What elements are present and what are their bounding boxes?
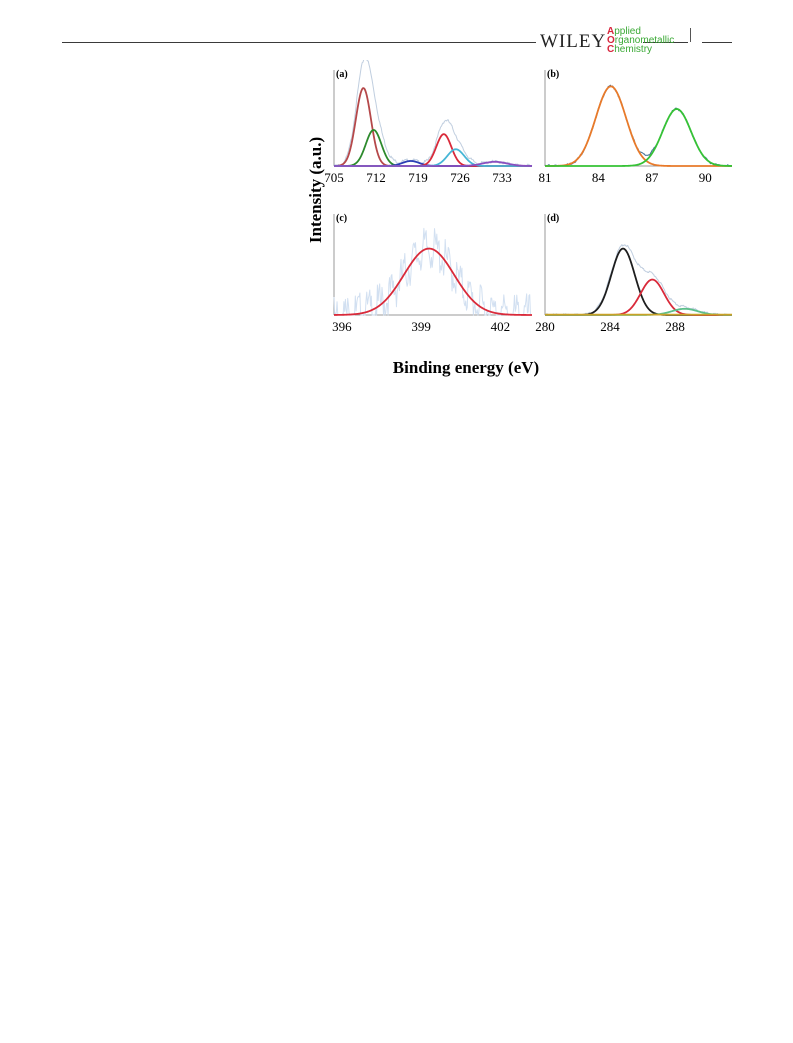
journal-line-1: Applied xyxy=(607,26,674,37)
panel-c-tick-402: 402 xyxy=(491,319,511,334)
journal-line-2-rest: rganometallic xyxy=(614,35,675,46)
panel-a-label: (a) xyxy=(336,69,348,80)
panel-d-tick-288: 288 xyxy=(665,319,685,334)
panel-a-fit-series-6 xyxy=(333,160,533,167)
panel-b-fit-series-1 xyxy=(544,85,733,167)
panel-a-tick-726: 726 xyxy=(450,170,470,185)
journal-line-3-initial: C xyxy=(607,44,615,55)
panel-c: (c) 396 399 402 xyxy=(332,213,533,334)
x-axis-label: Binding energy (eV) xyxy=(393,358,539,377)
journal-line-1-initial: A xyxy=(607,26,615,37)
panel-b-tick-90: 90 xyxy=(699,170,712,185)
panel-a: (a) 705 712 719 726 733 xyxy=(324,60,533,185)
xps-figure: Intensity (a.u.) Binding energy (eV) (a)… xyxy=(306,60,733,377)
panel-a-tick-712: 712 xyxy=(366,170,386,185)
page-number-tick xyxy=(690,28,691,42)
panel-d-tick-280: 280 xyxy=(535,319,555,334)
panel-a-tick-733: 733 xyxy=(492,170,512,185)
panel-d-label: (d) xyxy=(547,213,559,224)
journal-line-3-rest: hemistry xyxy=(614,44,653,55)
journal-logo: Applied Organometallic Chemistry xyxy=(607,26,675,55)
header-rule-mid xyxy=(643,42,688,43)
panel-b-tick-81: 81 xyxy=(539,170,552,185)
panel-a-tick-719: 719 xyxy=(408,170,428,185)
panel-b: (b) 81 84 87 90 xyxy=(539,69,733,185)
panel-a-fit-series-2 xyxy=(333,129,533,167)
header-rule-right xyxy=(702,42,732,43)
panel-b-tick-87: 87 xyxy=(645,170,659,185)
journal-line-2: Organometallic xyxy=(607,35,675,46)
header-rule-left xyxy=(62,42,536,43)
panel-a-tick-705: 705 xyxy=(324,170,344,185)
journal-line-2-initial: O xyxy=(607,35,615,46)
panel-b-label: (b) xyxy=(547,69,559,80)
publisher-logo: WILEY xyxy=(540,31,607,52)
panel-d: (d) 280 284 288 xyxy=(535,213,733,334)
panel-c-raw-series-0 xyxy=(333,227,532,316)
panel-c-tick-396: 396 xyxy=(332,319,352,334)
panel-d-fit-series-1 xyxy=(544,247,733,316)
panel-c-label: (c) xyxy=(336,213,347,224)
panel-d-tick-284: 284 xyxy=(600,319,620,334)
panel-c-tick-399: 399 xyxy=(411,319,431,334)
panel-d-raw-series-0 xyxy=(544,244,732,316)
y-axis-label: Intensity (a.u.) xyxy=(306,137,325,243)
journal-line-3: Chemistry xyxy=(607,44,674,55)
panel-a-raw-series-0 xyxy=(333,60,533,167)
panel-b-tick-84: 84 xyxy=(592,170,606,185)
panel-b-raw-series-0 xyxy=(544,84,732,167)
panel-b-fit-series-2 xyxy=(544,108,733,167)
panel-c-fit-series-1 xyxy=(333,247,533,316)
panels: (a) 705 712 719 726 733 (b) 81 84 87 90 (c) 396 399 40… xyxy=(324,60,733,334)
journal-line-1-rest: pplied xyxy=(614,26,641,37)
